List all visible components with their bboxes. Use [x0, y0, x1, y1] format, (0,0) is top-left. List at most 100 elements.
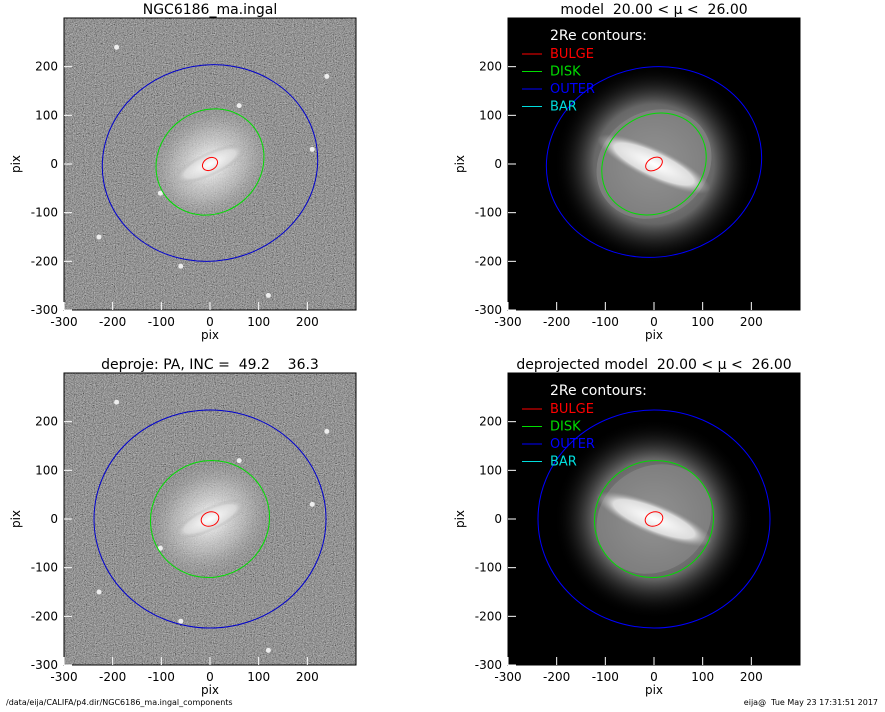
- star: [265, 647, 271, 653]
- x-tick-label: -300: [494, 315, 521, 329]
- y-tick-label: -200: [31, 609, 58, 623]
- panel: -300 -200 -100 0 100 200 -300 -200 -100 0 100 200 de…: [453, 357, 801, 697]
- image: [508, 18, 800, 310]
- x-tick-label: -100: [148, 315, 175, 329]
- contour: [201, 156, 219, 172]
- model-bar: [597, 134, 711, 194]
- y-tick-label: 200: [479, 415, 502, 429]
- y-axis-label: pix: [453, 155, 467, 173]
- y-tick-label: 200: [35, 60, 58, 74]
- legend-label: BULGE: [550, 402, 594, 417]
- y-axis-label: pix: [453, 510, 467, 528]
- galaxy-bar: [173, 498, 247, 540]
- x-tick-label: -200: [99, 315, 126, 329]
- legend-title: 2Re contours:: [550, 28, 647, 44]
- star: [114, 399, 120, 405]
- x-tick-label: -100: [592, 670, 619, 684]
- x-tick-label: 0: [650, 670, 658, 684]
- y-tick-label: 100: [35, 463, 58, 477]
- y-tick-label: 0: [50, 512, 58, 526]
- y-tick-label: 0: [494, 157, 502, 171]
- x-tick-label: -200: [543, 670, 570, 684]
- x-tick-label: 200: [296, 315, 319, 329]
- footer-stamp: eija@ Tue May 23 17:31:51 2017: [744, 698, 878, 707]
- chart-title: model 20.00 < μ < 26.00: [560, 2, 747, 18]
- star: [96, 234, 102, 240]
- contour: [149, 459, 271, 579]
- y-tick-label: 0: [50, 157, 58, 171]
- legend-title: 2Re contours:: [550, 383, 647, 399]
- y-tick-label: -300: [31, 658, 58, 672]
- star: [157, 190, 163, 196]
- x-tick-label: -100: [148, 670, 175, 684]
- star: [265, 292, 271, 298]
- star: [236, 458, 242, 464]
- y-tick-label: 200: [35, 415, 58, 429]
- panel: -300 -200 -100 0 100 200 -300 -200 -100 0 100 200 mo…: [453, 2, 801, 342]
- x-tick-label: 100: [247, 315, 270, 329]
- y-tick-label: -100: [475, 206, 502, 220]
- legend-label: DISK: [550, 65, 581, 80]
- x-tick-label: 0: [206, 670, 214, 684]
- x-axis-label: pix: [645, 683, 663, 697]
- x-tick-label: 200: [740, 670, 763, 684]
- contour: [644, 511, 664, 527]
- y-axis-label: pix: [9, 155, 23, 173]
- star: [178, 263, 184, 269]
- y-tick-label: -100: [31, 206, 58, 220]
- chart-title: NGC6186_ma.ingal: [143, 2, 278, 18]
- y-tick-label: 100: [479, 108, 502, 122]
- x-tick-label: -300: [494, 670, 521, 684]
- footer-path: /data/eija/CALIFA/p4.dir/NGC6186_ma.inga…: [6, 698, 233, 707]
- star: [324, 73, 330, 79]
- y-tick-label: -300: [31, 303, 58, 317]
- star: [309, 146, 315, 152]
- x-tick-label: 0: [650, 315, 658, 329]
- legend-label: OUTER: [550, 82, 595, 97]
- x-tick-label: -200: [99, 670, 126, 684]
- legend-label: BAR: [550, 100, 577, 115]
- x-axis-label: pix: [645, 328, 663, 342]
- y-tick-label: -200: [31, 254, 58, 268]
- legend-label: OUTER: [550, 437, 595, 452]
- contour: [93, 409, 327, 629]
- x-tick-label: -300: [50, 315, 77, 329]
- x-tick-label: 100: [691, 315, 714, 329]
- contour: [593, 459, 715, 579]
- x-tick-label: 100: [247, 670, 270, 684]
- x-tick-label: -100: [592, 315, 619, 329]
- y-tick-label: -200: [475, 609, 502, 623]
- star: [236, 103, 242, 109]
- legend-label: BULGE: [550, 47, 594, 62]
- y-tick-label: -100: [475, 561, 502, 575]
- x-axis-label: pix: [201, 683, 219, 697]
- image: [64, 18, 356, 310]
- image: [508, 373, 800, 665]
- contour: [200, 511, 220, 527]
- x-tick-label: 200: [740, 315, 763, 329]
- x-tick-label: 0: [206, 315, 214, 329]
- y-tick-label: -100: [31, 561, 58, 575]
- panel: -300 -200 -100 0 100 200 -300 -200 -100 0 100 200 de…: [9, 357, 357, 697]
- y-tick-label: 0: [494, 512, 502, 526]
- contour: [537, 409, 771, 629]
- y-tick-label: -200: [475, 254, 502, 268]
- y-axis-label: pix: [9, 510, 23, 528]
- x-tick-label: -300: [50, 670, 77, 684]
- y-tick-label: 200: [479, 60, 502, 74]
- y-tick-label: 100: [479, 463, 502, 477]
- model-bar: [596, 491, 712, 547]
- chart-title: deproje: PA, INC = 49.2 36.3: [101, 357, 319, 373]
- legend-label: DISK: [550, 420, 581, 435]
- contour: [545, 66, 763, 258]
- x-axis-label: pix: [201, 328, 219, 342]
- galaxy-bar: [173, 143, 247, 185]
- contour: [645, 156, 663, 172]
- panel: -300 -200 -100 0 100 200 -300 -200 -100 0 100 200 NG…: [9, 2, 357, 342]
- contour: [601, 112, 707, 216]
- x-tick-label: 100: [691, 670, 714, 684]
- image: [64, 373, 356, 665]
- star: [309, 501, 315, 507]
- star: [96, 589, 102, 595]
